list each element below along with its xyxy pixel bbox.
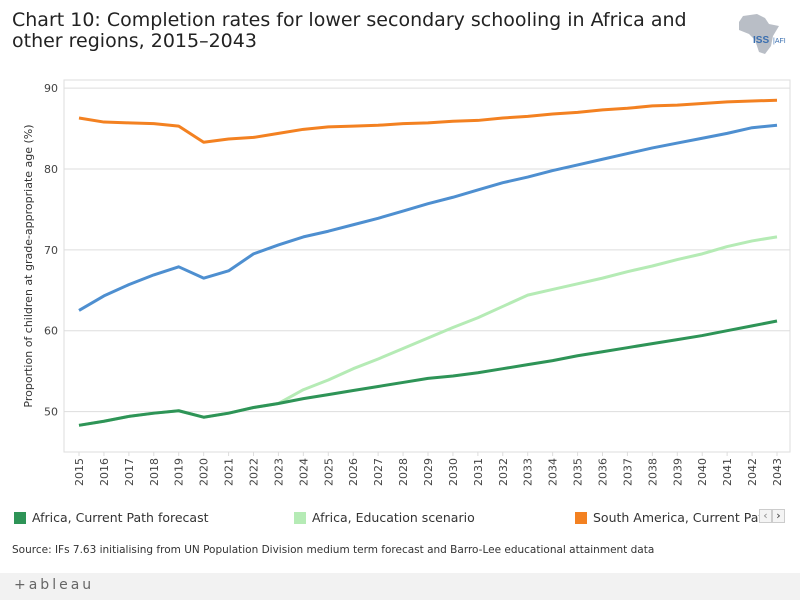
plot-area — [63, 79, 791, 453]
x-tick-label: 2041 — [721, 458, 734, 486]
footer: +ableau — [0, 573, 800, 600]
iss-afi-logo: ISS |AFI — [739, 14, 786, 54]
x-tick-label: 2015 — [73, 458, 86, 486]
legend-swatch — [14, 512, 26, 524]
line-chart: 50 60 70 80 90 2015 2016 2017 2018 2019 2020 2021 20… — [22, 79, 791, 486]
x-tick-label: 2037 — [621, 458, 634, 486]
x-tick-label: 2039 — [671, 458, 684, 486]
x-tick-label: 2028 — [397, 458, 410, 486]
x-tick-label: 2016 — [98, 458, 111, 486]
legend-item[interactable]: Africa, Current Path forecast — [14, 510, 209, 525]
legend-swatch — [575, 512, 587, 524]
x-tick-label: 2025 — [322, 458, 335, 486]
y-tick-label: 80 — [44, 163, 58, 176]
x-tick-label: 2019 — [173, 458, 186, 486]
series-line — [78, 319, 778, 427]
x-tick-label: 2038 — [646, 458, 659, 486]
x-tick-label: 2040 — [696, 458, 709, 486]
y-tick-label: 50 — [44, 406, 58, 419]
series-line — [78, 98, 778, 144]
scroll-left-button[interactable]: ‹ — [759, 509, 772, 523]
legend-label: Africa, Current Path forecast — [32, 510, 209, 525]
x-tick-label: 2036 — [597, 458, 610, 486]
x-tick-label: 2026 — [347, 458, 360, 486]
x-tick-label: 2017 — [123, 458, 136, 486]
scroll-right-button[interactable]: › — [772, 509, 785, 523]
y-tick-label: 70 — [44, 244, 58, 257]
x-tick-label: 2029 — [422, 458, 435, 486]
y-tick-label: 60 — [44, 325, 58, 338]
tableau-logo[interactable]: +ableau — [14, 577, 95, 593]
x-tick-label: 2031 — [472, 458, 485, 486]
x-tick-label: 2030 — [447, 458, 460, 486]
x-tick-label: 2043 — [771, 458, 784, 486]
chart-title: Chart 10: Completion rates for lower sec… — [12, 9, 687, 52]
x-tick-label: 2034 — [547, 458, 560, 486]
x-tick-label: 2018 — [148, 458, 161, 486]
legend-scroll: ‹ › — [759, 509, 785, 523]
source-note: Source: IFs 7.63 initialising from UN Po… — [12, 544, 655, 556]
legend-item[interactable]: South America, Current Path — [575, 510, 760, 525]
legend-swatch — [294, 512, 306, 524]
legend-label: Africa, Education scenario — [312, 510, 475, 525]
x-tick-label: 2042 — [746, 458, 759, 486]
legend-label: South America, Current Path — [593, 510, 760, 525]
x-tick-label: 2035 — [572, 458, 585, 486]
y-tick-label: 90 — [44, 82, 58, 95]
x-tick-label: 2033 — [522, 458, 535, 486]
x-tick-label: 2021 — [223, 458, 236, 486]
legend: Africa, Current Path forecast Africa, Ed… — [0, 505, 760, 530]
x-tick-label: 2020 — [198, 458, 211, 486]
y-axis-label: Proportion of children at grade-appropri… — [22, 124, 35, 407]
x-tick-label: 2032 — [497, 458, 510, 486]
legend-item[interactable]: Africa, Education scenario — [294, 510, 475, 525]
x-tick-label: 2024 — [297, 458, 310, 486]
series-line — [78, 123, 778, 312]
x-tick-label: 2022 — [248, 458, 261, 486]
svg-text:ISS: ISS — [753, 35, 769, 46]
x-tick-label: 2027 — [372, 458, 385, 486]
svg-text:|AFI: |AFI — [773, 38, 786, 45]
x-tick-label: 2023 — [272, 458, 285, 486]
